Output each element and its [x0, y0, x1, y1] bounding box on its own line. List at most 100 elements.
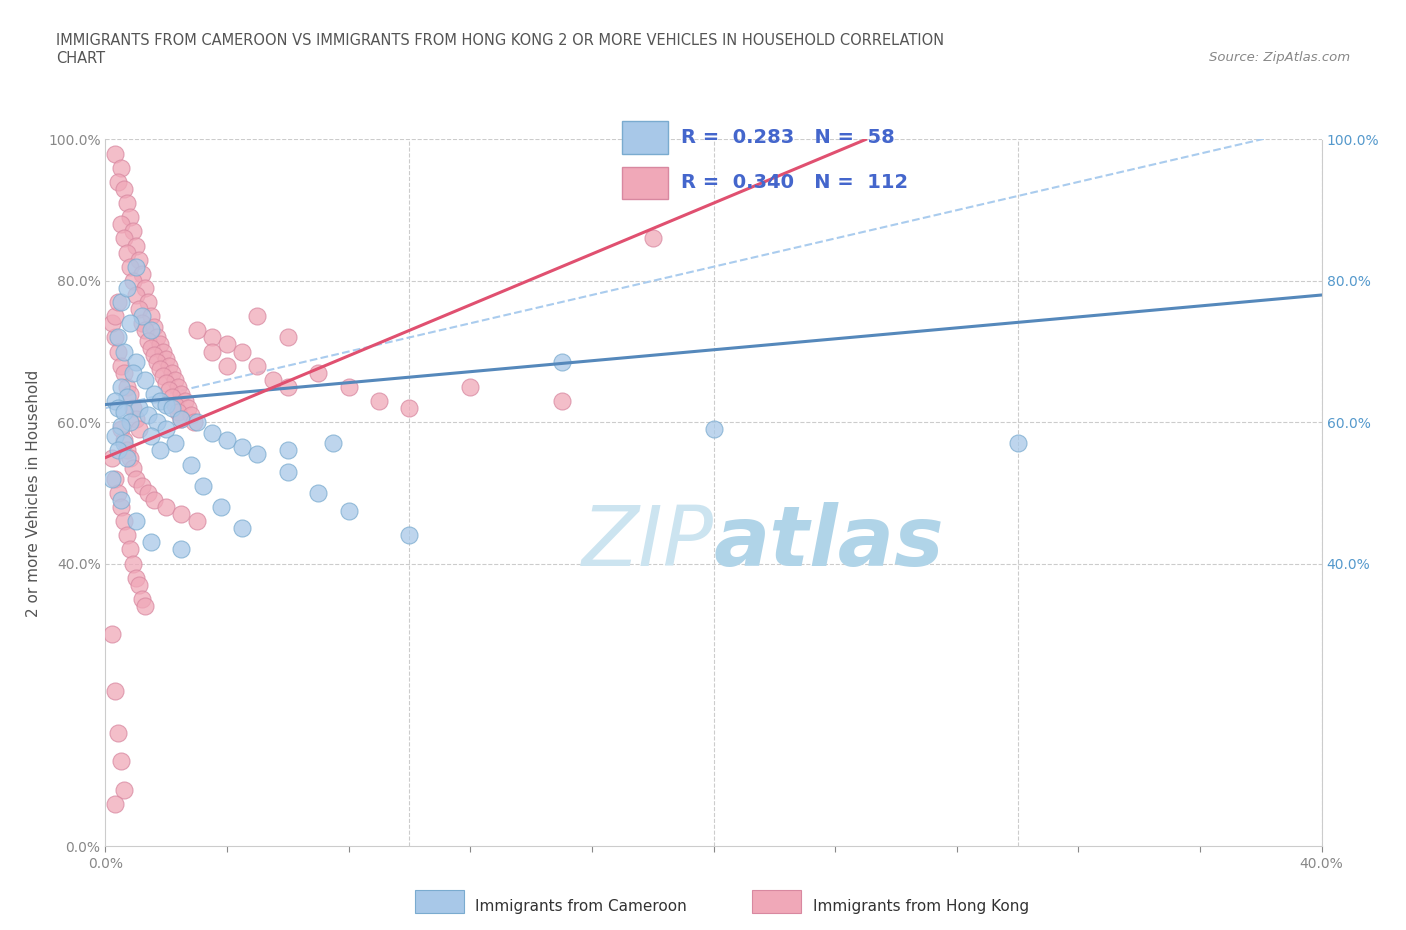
FancyBboxPatch shape	[621, 167, 668, 200]
Text: R =  0.340   N =  112: R = 0.340 N = 112	[681, 173, 908, 193]
Point	[186, 513, 208, 528]
Point	[139, 309, 162, 324]
Point	[115, 379, 138, 394]
Point	[115, 281, 138, 296]
Point	[103, 429, 125, 444]
Point	[398, 528, 420, 543]
Point	[110, 493, 132, 508]
Point	[103, 330, 125, 345]
Point	[118, 542, 141, 557]
Point	[231, 521, 253, 536]
Point	[139, 323, 162, 338]
Point	[125, 513, 148, 528]
Point	[128, 422, 150, 437]
Point	[262, 372, 284, 387]
Point	[246, 309, 269, 324]
Point	[186, 323, 208, 338]
Point	[162, 365, 184, 380]
Point	[112, 405, 135, 419]
Point	[231, 344, 253, 359]
Point	[702, 422, 725, 437]
Point	[146, 354, 169, 369]
Point	[112, 365, 135, 380]
Text: R =  0.283   N =  58: R = 0.283 N = 58	[681, 128, 894, 147]
Point	[112, 231, 135, 246]
Point	[176, 401, 198, 416]
Point	[231, 440, 253, 455]
Point	[143, 387, 166, 402]
Point	[110, 379, 132, 394]
Point	[125, 411, 148, 426]
Point	[103, 796, 125, 811]
Point	[277, 443, 299, 458]
Point	[134, 323, 156, 338]
Point	[149, 393, 172, 408]
Point	[167, 379, 190, 394]
Point	[115, 450, 138, 465]
Point	[115, 246, 138, 260]
Text: ZIP: ZIP	[582, 502, 713, 583]
Point	[246, 446, 269, 461]
Point	[125, 354, 148, 369]
Point	[134, 372, 156, 387]
Point	[162, 401, 184, 416]
Point	[322, 436, 344, 451]
Point	[217, 337, 239, 352]
Point	[165, 372, 187, 387]
Point	[149, 362, 172, 377]
Point	[107, 443, 129, 458]
Point	[146, 415, 169, 430]
Point	[337, 379, 360, 394]
Point	[170, 507, 193, 522]
Point	[118, 387, 141, 402]
Point	[112, 344, 135, 359]
Point	[136, 295, 159, 310]
Point	[118, 316, 141, 331]
Point	[112, 782, 135, 797]
Point	[152, 369, 174, 384]
Point	[550, 393, 572, 408]
Text: atlas: atlas	[713, 502, 945, 583]
Point	[112, 513, 135, 528]
Point	[146, 330, 169, 345]
Point	[136, 334, 159, 349]
Point	[641, 231, 664, 246]
Point	[217, 358, 239, 373]
Y-axis label: 2 or more Vehicles in Household: 2 or more Vehicles in Household	[27, 369, 41, 617]
Point	[121, 401, 143, 416]
Point	[170, 542, 193, 557]
Point	[118, 259, 141, 274]
Point	[277, 379, 299, 394]
FancyBboxPatch shape	[621, 122, 668, 153]
Point	[186, 415, 208, 430]
Point	[115, 443, 138, 458]
Point	[125, 287, 148, 302]
Point	[107, 330, 129, 345]
Point	[107, 175, 129, 190]
Point	[131, 591, 153, 606]
Point	[149, 337, 172, 352]
Point	[128, 401, 150, 416]
Point	[307, 485, 329, 500]
Point	[112, 432, 135, 447]
Point	[157, 383, 180, 398]
Point	[134, 281, 156, 296]
Point	[136, 485, 159, 500]
Point	[246, 358, 269, 373]
Point	[107, 344, 129, 359]
Point	[191, 478, 214, 493]
Point	[115, 195, 138, 210]
Point	[128, 252, 150, 267]
Point	[128, 578, 150, 592]
Point	[1007, 436, 1029, 451]
Point	[103, 309, 125, 324]
Text: Immigrants from Hong Kong: Immigrants from Hong Kong	[813, 899, 1029, 914]
Point	[107, 485, 129, 500]
Point	[217, 432, 239, 447]
Point	[180, 407, 202, 422]
Point	[155, 499, 177, 514]
Point	[337, 503, 360, 518]
Point	[110, 499, 132, 514]
Point	[139, 535, 162, 550]
Point	[110, 295, 132, 310]
